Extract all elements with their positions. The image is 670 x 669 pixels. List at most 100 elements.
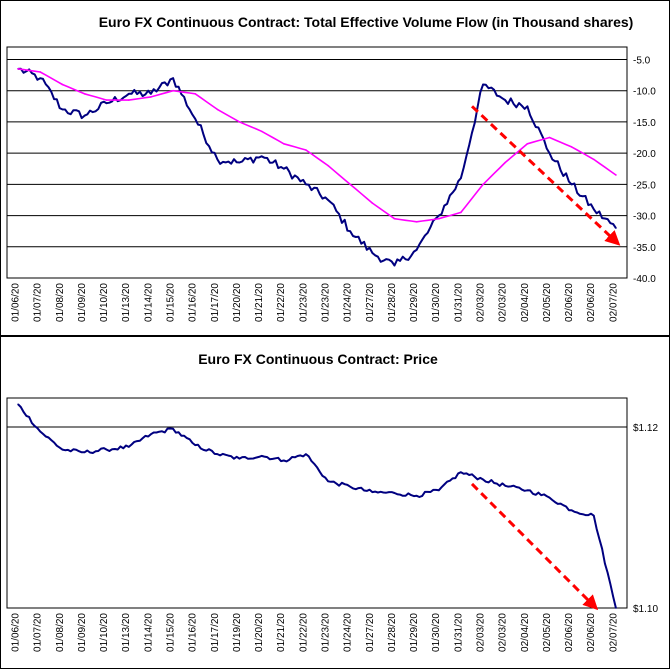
volume-flow-x-tick-label: 02/03/20 [498,283,509,322]
price-data-point [238,457,241,460]
volume-flow-data-point [194,93,197,95]
volume-flow-data-point [592,158,595,161]
volume-flow-moving-average-line [17,68,617,223]
volume-flow-data-point [260,155,263,158]
price-x-tick-label: 02/05/20 [542,613,553,652]
volume-flow-data-point [371,252,374,254]
volume-flow-y-tick-label: -15.0 [633,118,656,129]
volume-flow-x-tick-label: 01/06/20 [10,283,21,322]
volume-flow-data-point [216,108,219,111]
volume-flow-x-tick-label: 01/22/20 [276,283,287,322]
volume-flow-data-point [349,183,352,186]
price-data-point [548,496,551,499]
volume-flow-data-point [83,114,86,117]
price-data-point [393,492,396,494]
price-x-tick-label: 01/28/20 [387,613,398,652]
price-data-point [349,485,352,488]
volume-flow-data-point [172,89,174,92]
volume-flow-y-tick-label: -30.0 [633,212,656,223]
volume-flow-data-point [460,177,462,179]
price-data-point [437,489,440,492]
price-data-point [282,459,285,462]
volume-flow-data-point [105,102,108,104]
volume-flow-data-point [592,208,595,211]
volume-flow-data-point [127,99,130,101]
price-x-tick-label: 01/07/20 [33,613,44,652]
volume-flow-data-point [39,77,42,80]
price-x-tick-label: 01/27/20 [365,613,376,652]
volume-flow-data-point [127,93,130,95]
volume-flow-data-point [61,83,64,86]
price-x-tick-label: 01/30/20 [431,613,442,652]
price-chart-title: Euro FX Continuous Contract: Price [198,351,438,367]
volume-flow-x-tick-label: 01/16/20 [188,283,199,322]
volume-flow-data-point [482,83,484,86]
price-x-tick-label: 01/21/20 [276,613,287,652]
volume-flow-data-point [570,146,573,148]
volume-flow-data-point [327,199,329,201]
volume-flow-data-point [282,142,285,145]
volume-flow-data-point [482,183,484,186]
price-x-tick-label: 01/09/20 [77,613,88,652]
price-data-point [592,514,595,517]
volume-flow-x-tick-label: 01/21/20 [254,283,265,322]
price-x-tick-label: 02/07/20 [608,613,619,652]
price-x-tick-label: 01/13/20 [121,613,132,652]
price-x-tick-label: 01/23/20 [320,613,331,652]
volume-flow-x-tick-label: 01/09/20 [77,283,88,322]
price-x-tick-label: 02/06/20 [564,613,575,652]
price-data-point [39,430,42,433]
price-data-point [615,607,617,609]
volume-flow-data-point [305,183,307,186]
volume-flow-y-ticks: -5.0 -10.0 -15.0 -20.0 -25.0 -30.0 -35.0 -40.0 [633,55,656,285]
price-data-point [83,451,86,454]
volume-flow-data-point [349,230,352,232]
volume-flow-data-point [393,217,396,220]
volume-flow-x-tick-label: 02/04/20 [520,283,531,322]
volume-flow-data-point [17,68,19,70]
price-chart: Euro FX Continuous Contract: Price $1.12… [0,336,670,669]
price-x-tick-label: 01/22/20 [298,613,309,652]
volume-flow-data-point [460,211,462,214]
volume-flow-y-tick-label: -10.0 [633,87,656,98]
volume-flow-x-tick-label: 02/06/20 [564,283,575,322]
volume-flow-trend-arrow [470,105,621,246]
volume-flow-y-tick-label: -35.0 [633,243,656,254]
price-data-point [482,478,484,481]
volume-flow-series [17,67,617,267]
volume-flow-data-point [238,121,241,123]
price-x-tick-label: 01/24/20 [343,613,354,652]
price-x-tick-label: 02/03/20 [475,613,486,652]
volume-flow-data-point [194,117,197,120]
price-x-tick-label: 01/17/20 [210,613,221,652]
price-x-tick-label: 01/06/20 [10,613,21,652]
volume-flow-data-point [504,161,507,164]
volume-flow-data-point [548,136,551,139]
volume-flow-x-tick-label: 02/07/20 [608,283,619,322]
volume-flow-data-point [83,93,86,95]
volume-flow-data-point [548,152,551,154]
volume-flow-main-series-line [18,67,617,267]
volume-flow-x-tick-label: 01/15/20 [165,283,176,322]
price-data-point [327,480,329,483]
volume-flow-chart: Euro FX Continuous Contract: Total Effec… [0,0,670,336]
volume-flow-x-tick-label: 02/03/20 [475,283,486,322]
volume-flow-x-tick-label: 01/14/20 [143,283,154,322]
price-data-point [504,485,507,487]
volume-flow-x-tick-label: 01/23/20 [298,283,309,322]
volume-flow-trend-arrow-line [470,105,621,246]
price-data-point [526,489,529,492]
volume-flow-x-tick-label: 01/23/20 [320,283,331,322]
price-data-point [371,491,374,493]
price-data-point [105,448,108,451]
price-y-tick-label: $1.10 [633,604,658,615]
volume-flow-x-tick-label: 02/06/20 [586,283,597,322]
volume-flow-x-tick-label: 01/28/20 [387,283,398,322]
price-x-ticks: 01/06/20 01/07/20 01/08/20 01/09/20 01/10/20… [10,613,619,652]
price-y-ticks: $1.12 $1.10 [633,423,658,615]
price-data-point [150,433,152,436]
price-x-tick-label: 02/03/20 [498,613,509,652]
volume-flow-plot-area [6,46,628,279]
price-x-tick-label: 01/15/20 [165,613,176,652]
price-data-point [194,444,197,446]
